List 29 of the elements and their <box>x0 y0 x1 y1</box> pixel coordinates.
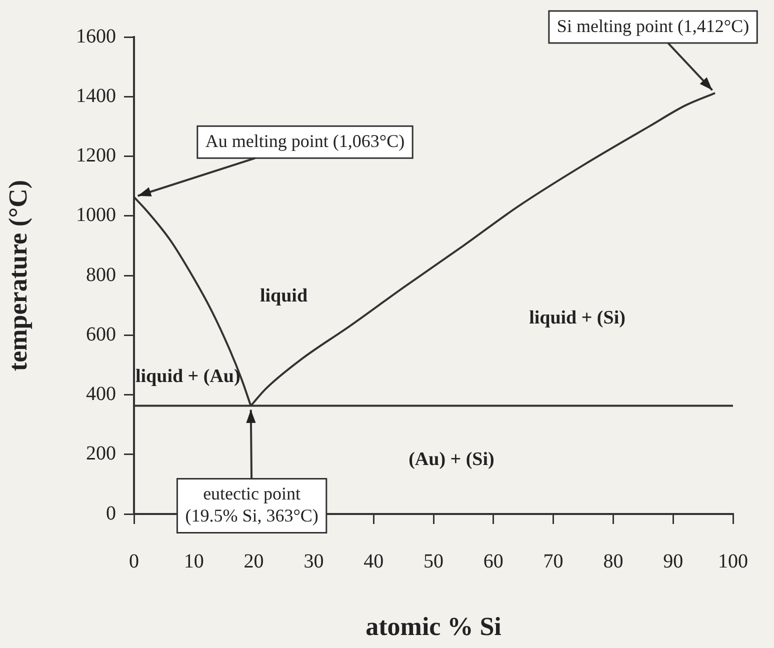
x-tick-label: 30 <box>304 550 324 572</box>
y-tick-label: 600 <box>86 323 116 346</box>
x-tick-label: 90 <box>663 550 684 572</box>
annotation: eutectic point (19.5% Si, 363°C) <box>185 484 318 526</box>
x-tick-label: 10 <box>184 550 204 572</box>
y-tick-label: 1200 <box>76 144 116 166</box>
y-tick-label: 400 <box>86 383 116 405</box>
annotation: liquid + (Au) <box>136 366 240 387</box>
y-tick-label: 1600 <box>76 25 116 48</box>
y-tick-label: 1400 <box>76 84 116 107</box>
x-tick-label: 40 <box>364 550 384 572</box>
x-tick-label: 20 <box>244 550 264 572</box>
x-tick-label: 60 <box>483 550 504 572</box>
y-tick-label: 0 <box>106 502 116 524</box>
annotation: Au melting point (1,063°C) <box>205 130 405 151</box>
y-axis-title: temperature (°C) <box>3 180 32 372</box>
x-tick-label: 0 <box>129 550 139 572</box>
x-tick-label: 70 <box>543 550 564 572</box>
annotation: liquid + (Si) <box>529 308 626 329</box>
annotation: Si melting point (1,412°C) <box>556 16 750 36</box>
annotation: liquid <box>260 285 308 306</box>
y-tick-label: 1000 <box>76 204 116 226</box>
x-tick-label: 80 <box>603 550 624 572</box>
x-axis-title: atomic % Si <box>366 612 502 642</box>
x-tick-label: 50 <box>424 550 444 572</box>
x-tick-label: 100 <box>718 550 748 572</box>
y-tick-label: 800 <box>86 264 116 286</box>
y-tick-label: 200 <box>86 442 116 465</box>
annotation: (Au) + (Si) <box>408 449 494 470</box>
